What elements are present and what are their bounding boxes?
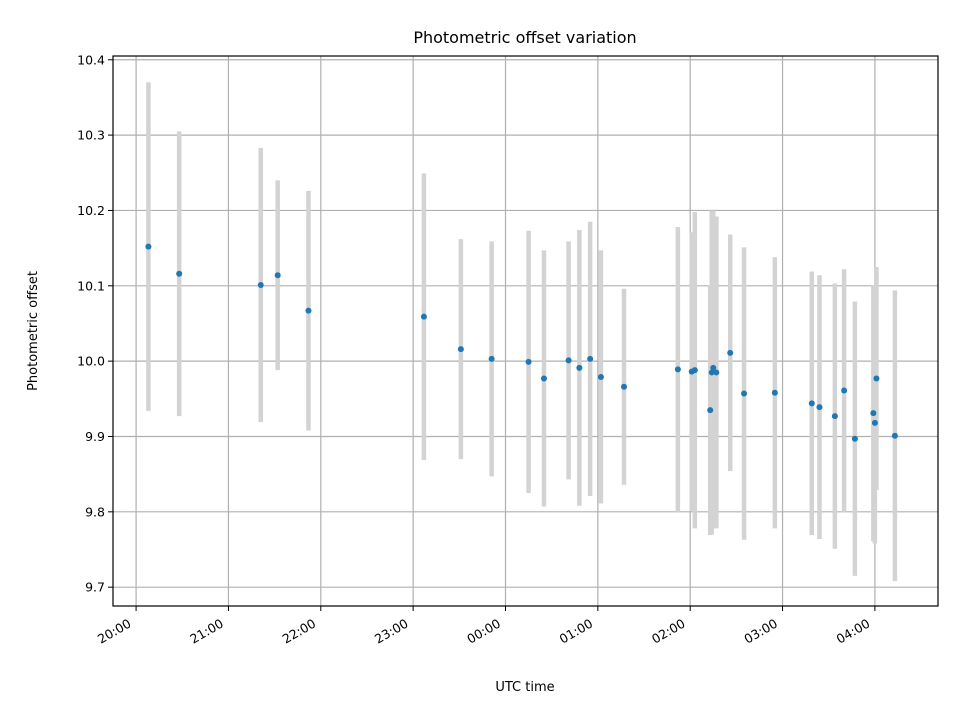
- data-point: [587, 355, 594, 362]
- data-point: [257, 282, 264, 289]
- data-point: [871, 419, 878, 426]
- data-point: [831, 413, 838, 420]
- data-point: [691, 367, 698, 374]
- data-point: [305, 307, 312, 314]
- data-points: [145, 243, 898, 442]
- data-point: [488, 355, 495, 362]
- data-point: [576, 364, 583, 371]
- y-tick-label: 10.0: [77, 354, 105, 369]
- y-tick-label: 9.7: [85, 580, 105, 595]
- data-point: [727, 349, 734, 356]
- data-point: [525, 358, 532, 365]
- data-point: [457, 346, 464, 353]
- data-point: [540, 375, 547, 382]
- y-tick-label: 9.9: [85, 429, 105, 444]
- y-tick-label: 10.1: [77, 278, 105, 293]
- y-tick-label: 10.4: [77, 52, 105, 67]
- data-point: [771, 389, 778, 396]
- data-point: [891, 432, 898, 439]
- data-point: [870, 410, 877, 417]
- data-point: [674, 366, 681, 373]
- data-point: [816, 404, 823, 411]
- data-point: [708, 369, 715, 376]
- data-point: [145, 243, 152, 250]
- data-point: [873, 375, 880, 382]
- data-point: [621, 383, 628, 390]
- data-point: [841, 387, 848, 394]
- grid: [113, 56, 938, 606]
- data-point: [707, 407, 714, 414]
- y-tick-label: 9.8: [85, 504, 105, 519]
- data-point: [565, 357, 572, 364]
- x-axis-label: UTC time: [495, 680, 554, 695]
- y-tick-label: 10.2: [77, 203, 105, 218]
- data-point: [741, 390, 748, 397]
- y-axis-label: Photometric offset: [26, 271, 41, 391]
- data-point: [713, 369, 720, 376]
- data-point: [176, 270, 183, 277]
- y-tick-label: 10.3: [77, 128, 105, 143]
- data-point: [851, 435, 858, 442]
- data-point: [420, 313, 427, 320]
- data-point: [808, 400, 815, 407]
- data-point: [597, 373, 604, 380]
- chart-title: Photometric offset variation: [413, 28, 636, 47]
- plot-frame: [112, 55, 939, 607]
- data-point: [710, 364, 717, 371]
- data-point: [274, 272, 281, 279]
